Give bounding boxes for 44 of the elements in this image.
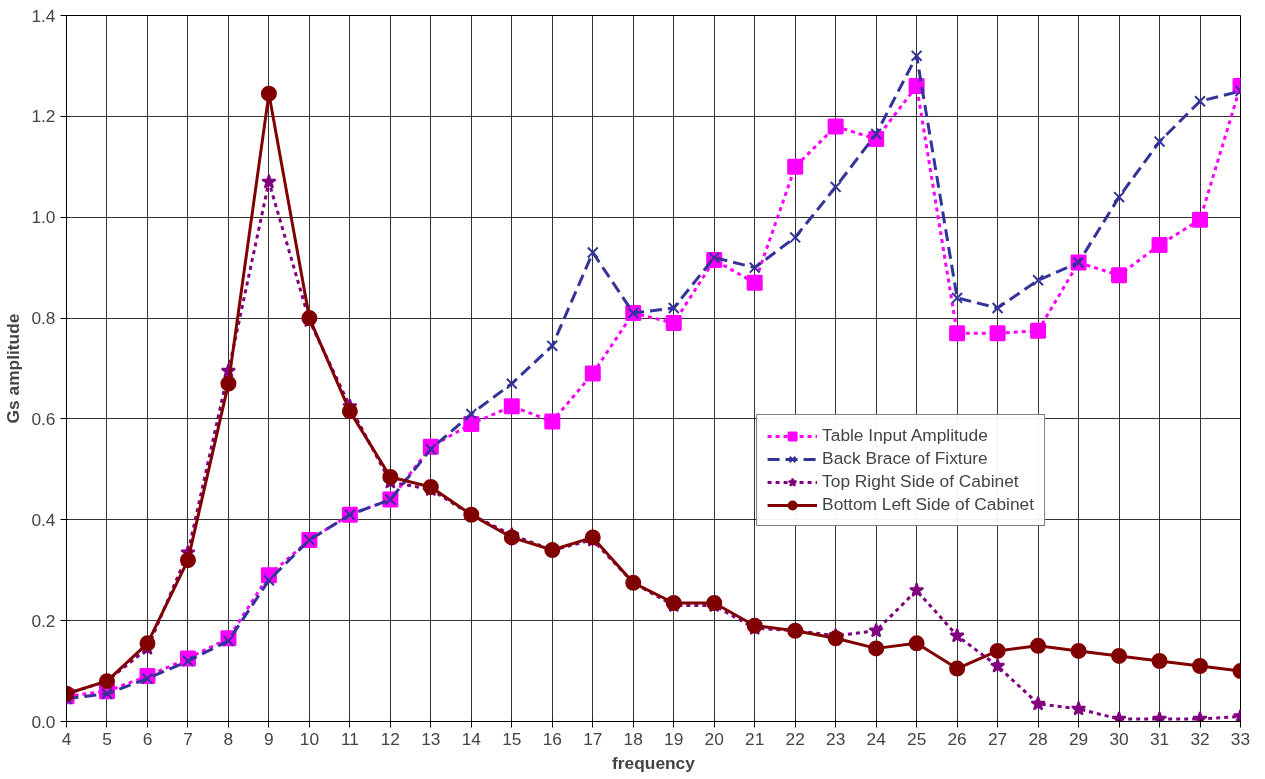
x-tick-label: 9: [264, 728, 274, 749]
x-tick-label: 17: [583, 728, 603, 749]
x-tick-label: 5: [102, 728, 112, 749]
y-axis-title: Gs amplitude: [3, 313, 24, 424]
y-tick-label: 0.2: [31, 610, 56, 631]
x-tick-label: 25: [907, 728, 927, 749]
x-tick-label: 4: [61, 728, 72, 749]
x-tick-label: 19: [664, 728, 684, 749]
y-tick-label: 1.2: [31, 106, 56, 127]
y-tick-label: 0.8: [31, 308, 56, 329]
y-tick-label: 1.4: [31, 5, 56, 26]
x-tick-label: 28: [1028, 728, 1048, 749]
y-tick-label: 0.6: [31, 408, 56, 429]
x-tick-label: 30: [1109, 728, 1129, 749]
x-tick-label: 12: [380, 728, 401, 749]
y-tick-label: 0.4: [31, 509, 56, 530]
x-tick-label: 27: [987, 728, 1008, 749]
legend-label: Bottom Left Side of Cabinet: [822, 494, 1034, 515]
x-axis-title: frequency: [612, 752, 696, 773]
x-tick-label: 31: [1149, 728, 1170, 749]
y-tick-label: 0.0: [31, 711, 56, 732]
x-tick-label: 14: [461, 728, 482, 749]
x-tick-label: 16: [542, 728, 562, 749]
x-tick-label: 22: [785, 728, 805, 749]
x-tick-label: 15: [502, 728, 522, 749]
x-tick-label: 10: [299, 728, 320, 749]
legend-label: Top Right Side of Cabinet: [822, 471, 1019, 492]
legend-label: Back Brace of Fixture: [822, 448, 988, 469]
x-tick-label: 32: [1190, 728, 1210, 749]
x-tick-label: 8: [223, 728, 234, 749]
x-tick-label: 13: [421, 728, 441, 749]
x-tick-label: 24: [866, 728, 887, 749]
x-tick-label: 18: [623, 728, 643, 749]
x-tick-label: 29: [1068, 728, 1089, 749]
x-tick-label: 23: [826, 728, 846, 749]
legend-label: Table Input Amplitude: [822, 425, 988, 446]
x-tick-label: 6: [142, 728, 153, 749]
y-tick-label: 1.0: [31, 207, 56, 228]
x-tick-label: 26: [947, 728, 967, 749]
x-tick-label: 33: [1230, 728, 1251, 749]
x-tick-label: 7: [183, 728, 193, 749]
x-tick-label: 21: [745, 728, 765, 749]
x-tick-label: 20: [704, 728, 724, 749]
x-tick-label: 11: [340, 728, 359, 749]
